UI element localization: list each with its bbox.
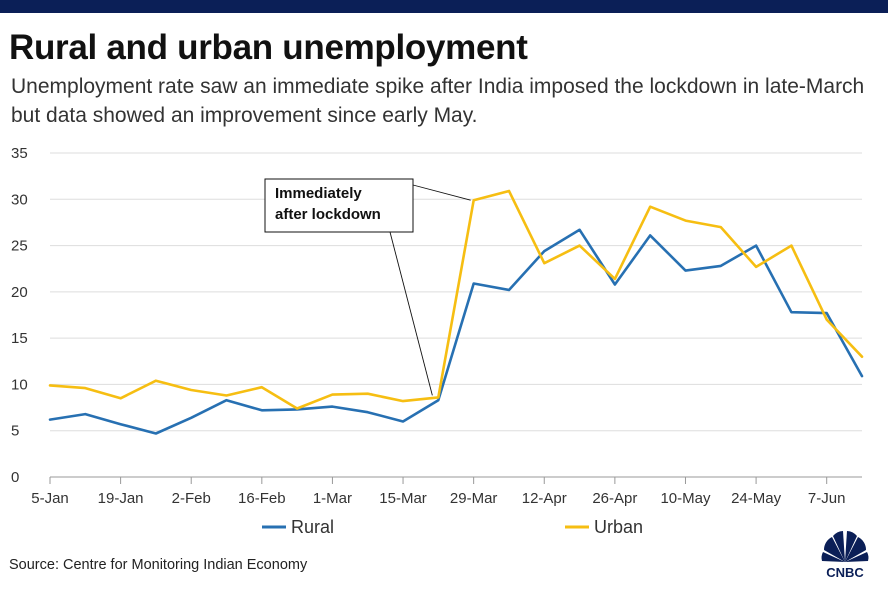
annotation-text-line-2: after lockdown — [275, 206, 381, 223]
annotation-box — [264, 178, 414, 233]
chart-subtitle: Unemployment rate saw an immediate spike… — [11, 75, 865, 127]
y-tick-label-20: 20 — [11, 284, 28, 301]
x-tick-label-26-Apr: 26-Apr — [592, 490, 637, 507]
peacock-feathers-icon — [821, 531, 869, 562]
x-tick-label-29-Mar: 29-Mar — [450, 490, 498, 507]
x-tick-label-5-Jan: 5-Jan — [31, 490, 69, 507]
cnbc-peacock-logo-icon: CNBC — [821, 531, 869, 580]
y-tick-label-30: 30 — [11, 191, 28, 208]
annotation-leader-line-secondary — [412, 184, 471, 201]
x-tick-label-2-Feb: 2-Feb — [172, 490, 211, 507]
annotation-text-line-1: Immediately — [275, 185, 362, 202]
logo-wordmark: CNBC — [826, 565, 864, 580]
x-tick-label-12-Apr: 12-Apr — [522, 490, 567, 507]
x-tick-label-10-May: 10-May — [660, 490, 711, 507]
y-tick-label-25: 25 — [11, 238, 28, 255]
x-tick-label-15-Mar: 15-Mar — [379, 490, 427, 507]
series-line-urban — [48, 189, 864, 410]
y-tick-label-15: 15 — [11, 330, 28, 347]
x-tick-label-16-Feb: 16-Feb — [238, 490, 286, 507]
y-tick-label-0: 0 — [11, 469, 19, 486]
line-chart: 0 5 10 15 20 25 30 35 5-Jan 19-Jan 2-Feb 16-Feb 1-Ma… — [11, 145, 864, 537]
chart-title: Rural and urban unemployment — [9, 28, 528, 67]
annotation-leader-line — [389, 231, 433, 396]
x-tick-label-7-Jun: 7-Jun — [808, 490, 846, 507]
source-note: Source: Centre for Monitoring Indian Eco… — [9, 557, 308, 573]
x-tick-label-19-Jan: 19-Jan — [98, 490, 144, 507]
series-line-rural — [48, 228, 864, 435]
legend-label-urban: Urban — [594, 517, 643, 537]
y-tick-label-10: 10 — [11, 376, 28, 393]
legend-label-rural: Rural — [291, 517, 334, 537]
top-brand-bar — [0, 0, 888, 13]
x-tick-label-24-May: 24-May — [731, 490, 782, 507]
x-tick-label-1-Mar: 1-Mar — [313, 490, 352, 507]
y-tick-label-35: 35 — [11, 145, 28, 162]
y-tick-label-5: 5 — [11, 423, 19, 440]
